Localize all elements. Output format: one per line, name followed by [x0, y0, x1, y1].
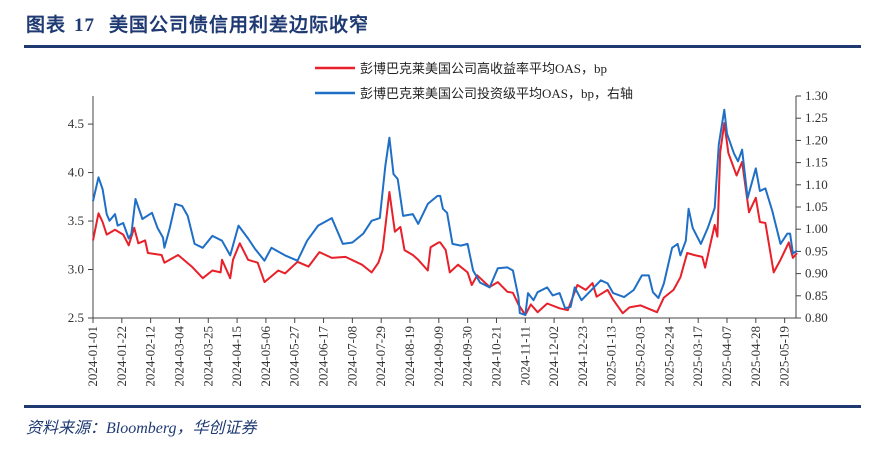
- x-tick-label: 2024-05-27: [287, 326, 302, 387]
- right-tick-label: 0.85: [805, 288, 828, 303]
- x-tick-label: 2025-01-13: [604, 326, 619, 387]
- x-tick-label: 2024-03-25: [200, 326, 215, 387]
- x-tick-label: 2025-04-28: [748, 326, 763, 387]
- x-tick-label: 2025-02-24: [661, 326, 676, 387]
- right-tick-label: 0.80: [805, 310, 828, 325]
- x-tick-label: 2024-08-19: [402, 326, 417, 387]
- right-tick-label: 0.95: [805, 243, 828, 258]
- figure-number: 17: [74, 15, 96, 36]
- footer-divider: [24, 405, 861, 408]
- figure-title: 图表 17 美国公司债信用利差边际收窄: [26, 10, 369, 37]
- figure-label: 图表: [26, 15, 67, 36]
- source-note: 资料来源：Bloomberg，华创证券: [26, 420, 257, 437]
- left-tick-label: 4.5: [68, 116, 84, 131]
- series-line-high-yield: [92, 122, 798, 317]
- x-tick-label: 2025-04-07: [719, 326, 734, 387]
- right-tick-label: 1.25: [805, 110, 828, 125]
- x-tick-label: 2024-07-08: [344, 326, 359, 387]
- left-tick-label: 4.0: [68, 165, 84, 180]
- x-tick-label: 2025-03-17: [690, 326, 705, 387]
- right-tick-label: 1.10: [805, 177, 828, 192]
- right-tick-label: 1.30: [805, 88, 828, 103]
- x-tick-label: 2024-02-12: [143, 326, 158, 387]
- right-tick-label: 1.00: [805, 221, 828, 236]
- left-tick-label: 3.0: [68, 262, 84, 277]
- header-divider: [24, 45, 861, 48]
- x-tick-label: 2024-06-17: [316, 326, 331, 387]
- x-tick-label: 2024-11-11: [517, 326, 532, 386]
- x-tick-label: 2025-05-19: [777, 326, 792, 387]
- left-tick-label: 2.5: [68, 310, 84, 325]
- series-line-investment-grade: [92, 108, 798, 316]
- figure-title-text: 美国公司债信用利差边际收窄: [109, 15, 370, 36]
- legend-label: 彭博巴克莱美国公司投资级平均OAS，bp，右轴: [360, 86, 633, 101]
- x-tick-label: 2024-05-06: [258, 326, 273, 387]
- left-tick-label: 3.5: [68, 213, 84, 228]
- right-tick-label: 0.90: [805, 266, 828, 281]
- x-tick-label: 2024-12-02: [546, 326, 561, 387]
- right-tick-label: 1.05: [805, 199, 828, 214]
- x-tick-label: 2024-12-23: [575, 326, 590, 387]
- x-tick-label: 2024-10-21: [488, 326, 503, 387]
- x-tick-label: 2024-09-30: [460, 326, 475, 387]
- x-tick-label: 2024-01-22: [114, 326, 129, 387]
- right-tick-label: 1.20: [805, 132, 828, 147]
- x-tick-label: 2024-01-01: [85, 326, 100, 387]
- x-tick-label: 2025-02-03: [633, 326, 648, 387]
- right-tick-label: 1.15: [805, 155, 828, 170]
- x-tick-label: 2024-04-15: [229, 326, 244, 387]
- x-tick-label: 2024-03-04: [171, 326, 186, 387]
- legend-label: 彭博巴克莱美国公司高收益率平均OAS，bp: [360, 61, 607, 76]
- x-tick-label: 2024-07-29: [373, 326, 388, 387]
- x-tick-label: 2024-09-09: [431, 326, 446, 387]
